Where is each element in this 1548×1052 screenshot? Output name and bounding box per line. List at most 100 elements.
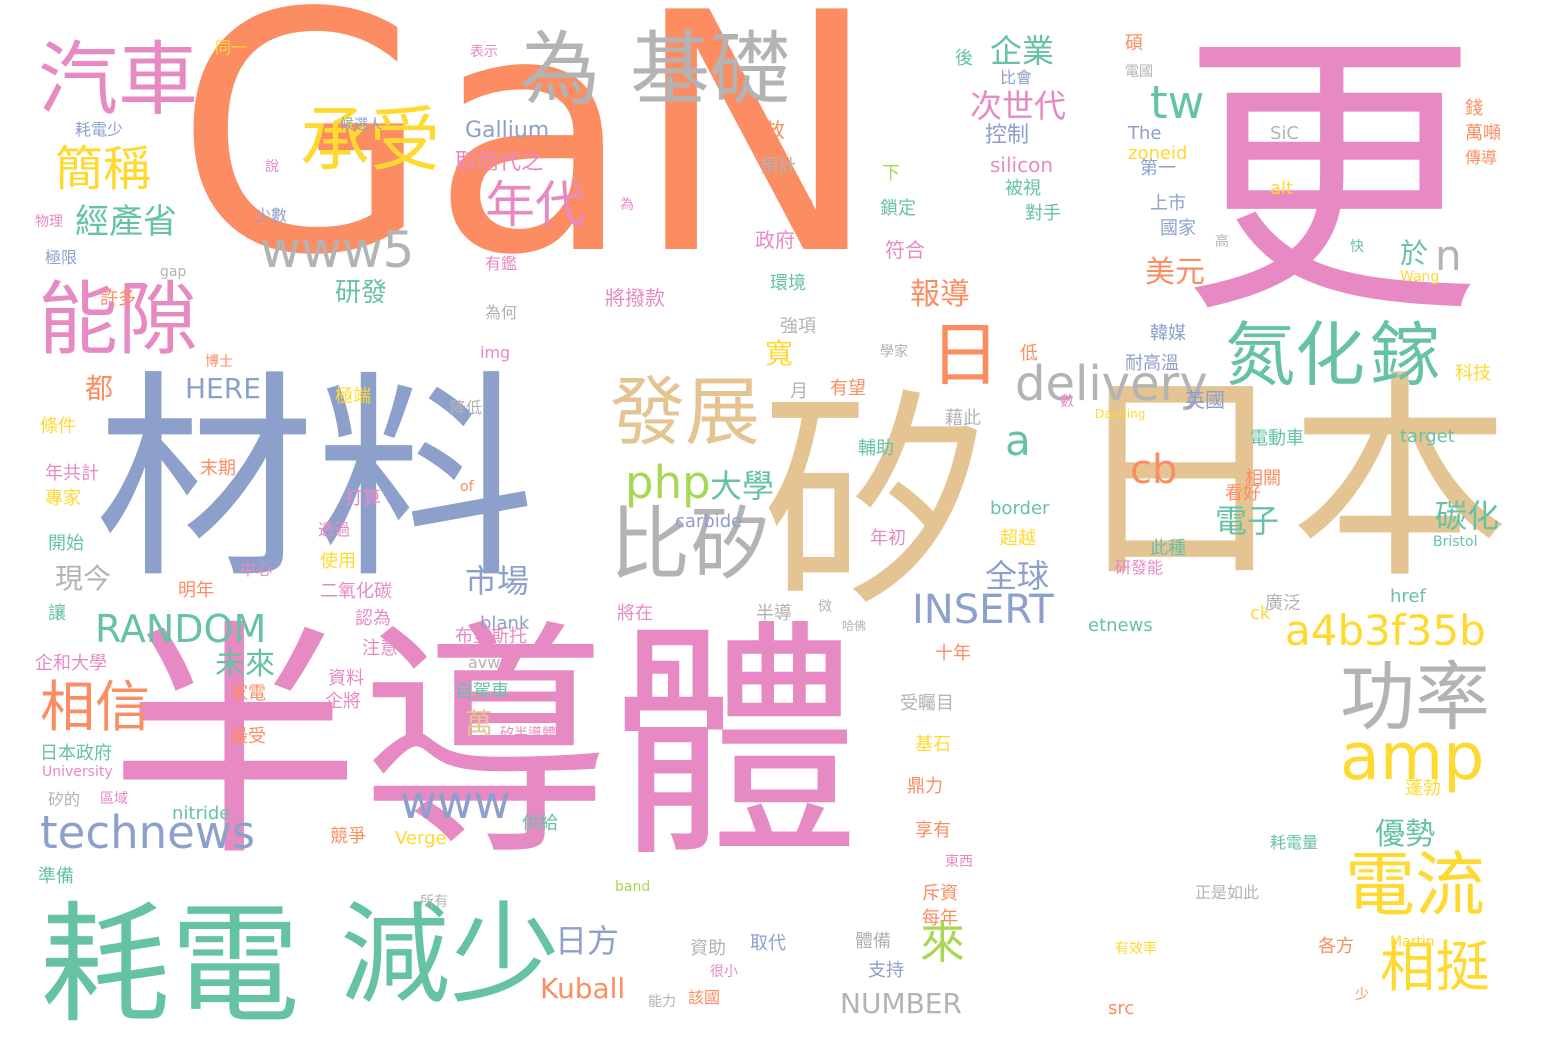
cloud-word: 斥資 bbox=[922, 883, 958, 904]
cloud-word: 大學 bbox=[710, 467, 775, 505]
cloud-word: 物理 bbox=[35, 214, 63, 230]
cloud-word: 發展 bbox=[610, 368, 761, 456]
cloud-word: 基礎 bbox=[630, 23, 790, 116]
cloud-word: www5 bbox=[260, 221, 415, 279]
cloud-word: 傚 bbox=[818, 599, 832, 615]
cloud-word: href bbox=[1390, 586, 1426, 607]
cloud-word: 看好 bbox=[1225, 483, 1261, 504]
cloud-word: 比會 bbox=[1000, 68, 1033, 87]
cloud-word: 很小 bbox=[710, 964, 738, 980]
cloud-word: 供給 bbox=[522, 813, 558, 834]
cloud-word: GaN bbox=[175, 0, 880, 327]
cloud-word: 矽 bbox=[760, 371, 991, 638]
cloud-word: 輔助 bbox=[858, 438, 894, 459]
cloud-word: 氮化 bbox=[1225, 314, 1365, 396]
cloud-word: 競爭 bbox=[330, 826, 366, 847]
cloud-word: 耗電量 bbox=[1270, 833, 1319, 852]
cloud-word: 耗電少 bbox=[75, 120, 124, 139]
cloud-word: 市場 bbox=[465, 562, 530, 600]
cloud-word: 能力 bbox=[648, 994, 676, 1010]
cloud-word: 預計 bbox=[760, 156, 796, 177]
cloud-word: 半導體 bbox=[110, 599, 860, 890]
cloud-word: 電動車 bbox=[1250, 428, 1304, 449]
cloud-word: target bbox=[1400, 426, 1455, 447]
cloud-word: 少 bbox=[1355, 987, 1369, 1003]
cloud-word: 開始 bbox=[48, 533, 84, 554]
cloud-word: 相信 bbox=[40, 675, 151, 739]
cloud-word: 專家 bbox=[45, 488, 81, 509]
cloud-word: 更 bbox=[1180, 5, 1480, 354]
cloud-word: 將在 bbox=[617, 603, 653, 624]
cloud-word: 基石 bbox=[915, 734, 951, 755]
cloud-word: 明年 bbox=[178, 580, 214, 601]
cloud-word: 碩 bbox=[1125, 33, 1143, 54]
cloud-word: 碳化 bbox=[1435, 497, 1500, 535]
cloud-word: 此種 bbox=[1150, 538, 1186, 559]
cloud-word: cb bbox=[1130, 447, 1178, 493]
cloud-word: border bbox=[990, 498, 1050, 519]
cloud-word: 未來 bbox=[215, 647, 275, 682]
cloud-word: 耗電 bbox=[40, 889, 301, 1041]
cloud-word: 為何 bbox=[485, 303, 518, 322]
cloud-word: 功率 bbox=[1340, 653, 1491, 741]
cloud-word: Bristol bbox=[1433, 534, 1478, 550]
cloud-word: 控制 bbox=[985, 123, 1030, 148]
cloud-word: 所有 bbox=[420, 894, 448, 910]
cloud-word: 傳導 bbox=[1465, 148, 1498, 167]
cloud-word: 資料 bbox=[328, 668, 364, 689]
cloud-word: silicon bbox=[990, 153, 1053, 177]
cloud-word: 日本 bbox=[1070, 352, 1511, 608]
cloud-word: 年共計 bbox=[45, 463, 99, 484]
cloud-word: 半導 bbox=[756, 603, 792, 624]
cloud-word: carbide bbox=[675, 511, 743, 532]
cloud-word: 末期 bbox=[200, 458, 236, 479]
cloud-word: delivery bbox=[1015, 356, 1208, 412]
cloud-word: 享有 bbox=[915, 820, 951, 841]
cloud-word: 電流 bbox=[1345, 844, 1485, 926]
cloud-word: 表示 bbox=[470, 44, 498, 60]
cloud-word: 上市 bbox=[1150, 193, 1186, 214]
cloud-word: 科技 bbox=[1455, 363, 1491, 384]
cloud-word: 該國 bbox=[688, 988, 721, 1007]
cloud-word: 電國 bbox=[1125, 64, 1153, 80]
cloud-word: 降低 bbox=[450, 398, 483, 417]
cloud-word: The bbox=[1128, 123, 1162, 144]
cloud-word: 說 bbox=[265, 159, 279, 175]
cloud-word: 正是如此 bbox=[1195, 883, 1260, 902]
cloud-word: avw bbox=[468, 653, 501, 672]
cloud-word: 注意 bbox=[362, 638, 398, 659]
cloud-word: etnews bbox=[1088, 615, 1153, 636]
cloud-word: 準備 bbox=[38, 866, 74, 887]
cloud-word: 布里斯托 bbox=[455, 626, 527, 647]
cloud-word: src bbox=[1108, 998, 1135, 1019]
cloud-word: ck bbox=[1250, 603, 1271, 624]
cloud-word: Danqing bbox=[1095, 407, 1146, 421]
cloud-word: Wang bbox=[1400, 269, 1440, 285]
cloud-word: 蓬勃 bbox=[1405, 778, 1441, 799]
cloud-word: 二氧化碳 bbox=[320, 581, 392, 602]
cloud-word: 減少 bbox=[340, 891, 560, 1019]
cloud-word: 於 bbox=[1400, 237, 1429, 270]
cloud-word: 條件 bbox=[40, 416, 76, 437]
cloud-word: 有效率 bbox=[1115, 941, 1157, 957]
cloud-word: 優勢 bbox=[1375, 817, 1435, 852]
cloud-word: 相關 bbox=[1245, 468, 1281, 489]
cloud-word: INSERT bbox=[912, 587, 1054, 633]
cloud-word: 區域 bbox=[100, 791, 128, 807]
cloud-word: 次世代 bbox=[970, 87, 1067, 125]
cloud-word: 英國 bbox=[1185, 388, 1225, 412]
cloud-word: 寬 bbox=[765, 337, 794, 370]
cloud-word: 每年 bbox=[922, 908, 958, 929]
cloud-word: www bbox=[400, 776, 511, 829]
cloud-word: 使用 bbox=[320, 551, 356, 572]
cloud-word: 同一 bbox=[215, 38, 248, 57]
cloud-word: zoneid bbox=[1128, 143, 1188, 164]
cloud-word: 各方 bbox=[1318, 936, 1354, 957]
cloud-word: 透過 bbox=[318, 520, 351, 539]
cloud-word: band bbox=[615, 879, 651, 895]
cloud-word: 日 bbox=[930, 314, 1000, 396]
cloud-word: 報導 bbox=[910, 277, 970, 312]
cloud-word: SiC bbox=[1270, 123, 1299, 144]
cloud-word: 企和大學 bbox=[35, 653, 107, 674]
